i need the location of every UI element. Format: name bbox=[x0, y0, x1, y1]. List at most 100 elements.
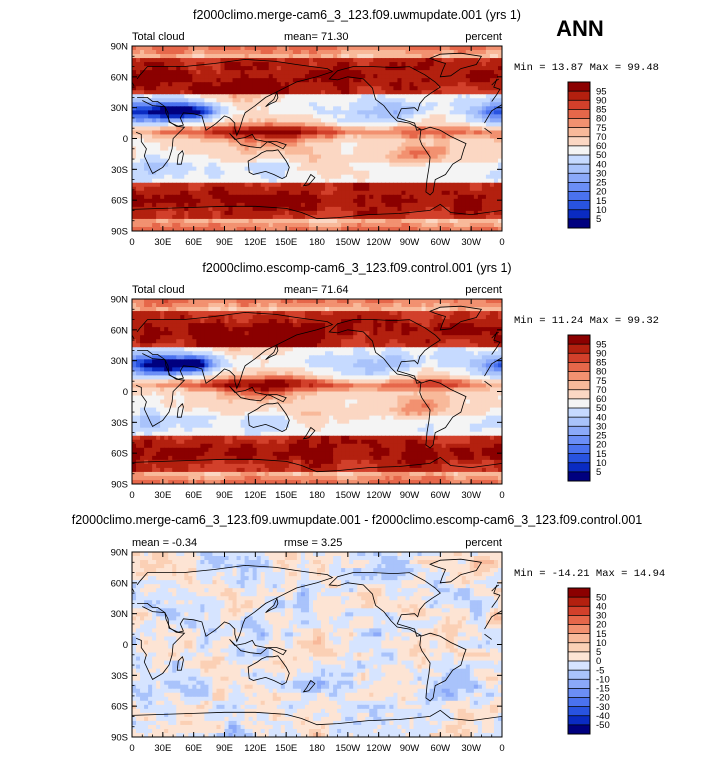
field-cell bbox=[172, 114, 177, 119]
field-cell bbox=[465, 82, 471, 87]
field-cell bbox=[433, 194, 439, 200]
field-cell bbox=[485, 194, 491, 200]
field-cell bbox=[329, 118, 334, 123]
field-cell bbox=[353, 74, 358, 79]
field-cell bbox=[325, 182, 330, 188]
field-cell bbox=[224, 178, 230, 184]
field-cell bbox=[333, 118, 338, 123]
field-cell bbox=[441, 178, 447, 184]
field-cell bbox=[377, 110, 382, 115]
field-cell bbox=[377, 58, 382, 63]
field-cell bbox=[325, 122, 330, 127]
field-cell bbox=[280, 70, 286, 75]
field-cell bbox=[321, 178, 326, 184]
field-cell bbox=[317, 98, 322, 103]
field-cell bbox=[405, 98, 410, 103]
field-cell bbox=[232, 303, 238, 308]
field-cell bbox=[132, 118, 137, 123]
field-cell bbox=[333, 315, 338, 320]
field-cell bbox=[204, 218, 209, 224]
field-cell bbox=[180, 122, 185, 127]
field-cell bbox=[220, 166, 225, 172]
field-cell bbox=[240, 58, 246, 63]
field-cell bbox=[417, 166, 423, 172]
field-cell bbox=[417, 90, 423, 95]
field-cell bbox=[224, 126, 230, 131]
field-cell bbox=[156, 178, 161, 184]
field-cell bbox=[220, 315, 225, 320]
field-cell bbox=[144, 303, 149, 308]
field-cell bbox=[497, 214, 503, 220]
field-cell bbox=[317, 122, 322, 127]
field-cell bbox=[260, 222, 266, 228]
field-cell bbox=[325, 214, 330, 220]
field-cell bbox=[264, 70, 270, 75]
field-cell bbox=[268, 138, 274, 144]
field-cell bbox=[457, 190, 463, 196]
field-cell bbox=[389, 178, 394, 184]
field-cell bbox=[236, 70, 242, 75]
field-cell bbox=[345, 158, 350, 164]
field-cell bbox=[184, 186, 189, 192]
field-cell bbox=[228, 62, 234, 67]
field-cell bbox=[325, 303, 330, 308]
field-cell bbox=[361, 210, 366, 216]
field-cell bbox=[284, 222, 290, 228]
field-cell bbox=[349, 130, 354, 135]
field-cell bbox=[381, 146, 386, 152]
field-cell bbox=[477, 62, 483, 67]
field-cell bbox=[489, 74, 495, 79]
field-cell bbox=[208, 142, 213, 148]
field-cell bbox=[152, 194, 157, 200]
field-cell bbox=[497, 194, 503, 200]
field-cell bbox=[353, 66, 358, 71]
field-cell bbox=[317, 170, 322, 176]
field-cell bbox=[220, 162, 225, 168]
field-cell bbox=[413, 166, 419, 172]
field-cell bbox=[268, 190, 274, 196]
field-cell bbox=[493, 82, 499, 87]
field-cell bbox=[216, 146, 221, 152]
field-cell bbox=[449, 202, 455, 208]
field-cell bbox=[272, 114, 278, 119]
field-cell bbox=[236, 299, 242, 304]
field-cell bbox=[136, 130, 141, 135]
field-cell bbox=[393, 311, 398, 316]
field-cell bbox=[413, 46, 419, 51]
field-cell bbox=[381, 126, 386, 131]
field-cell bbox=[312, 130, 318, 135]
field-cell bbox=[244, 315, 250, 320]
field-cell bbox=[497, 174, 503, 180]
field-cell bbox=[296, 198, 302, 204]
field-cell bbox=[148, 210, 153, 216]
field-cell bbox=[256, 134, 262, 139]
field-cell bbox=[264, 311, 270, 316]
field-cell bbox=[236, 170, 242, 176]
field-cell bbox=[148, 174, 153, 180]
field-cell bbox=[453, 158, 459, 164]
field-cell bbox=[493, 210, 499, 216]
field-cell bbox=[148, 198, 153, 204]
field-cell bbox=[481, 142, 487, 148]
panel-units-label: percent bbox=[465, 284, 502, 296]
field-cell bbox=[160, 210, 165, 216]
field-cell bbox=[337, 311, 342, 316]
field-cell bbox=[393, 186, 398, 192]
field-cell bbox=[144, 90, 149, 95]
field-cell bbox=[192, 299, 197, 304]
field-cell bbox=[200, 98, 205, 103]
colorbar-swatch bbox=[568, 182, 590, 192]
field-cell bbox=[260, 198, 266, 204]
field-cell bbox=[180, 54, 185, 59]
field-cell bbox=[188, 319, 193, 324]
field-cell bbox=[180, 114, 185, 119]
field-cell bbox=[220, 222, 225, 228]
field-cell bbox=[260, 78, 266, 83]
field-cell bbox=[349, 158, 354, 164]
field-cell bbox=[276, 98, 282, 103]
field-cell bbox=[236, 303, 242, 308]
field-cell bbox=[469, 190, 475, 196]
field-cell bbox=[441, 303, 447, 308]
field-cell bbox=[361, 158, 366, 164]
field-cell bbox=[369, 82, 374, 87]
